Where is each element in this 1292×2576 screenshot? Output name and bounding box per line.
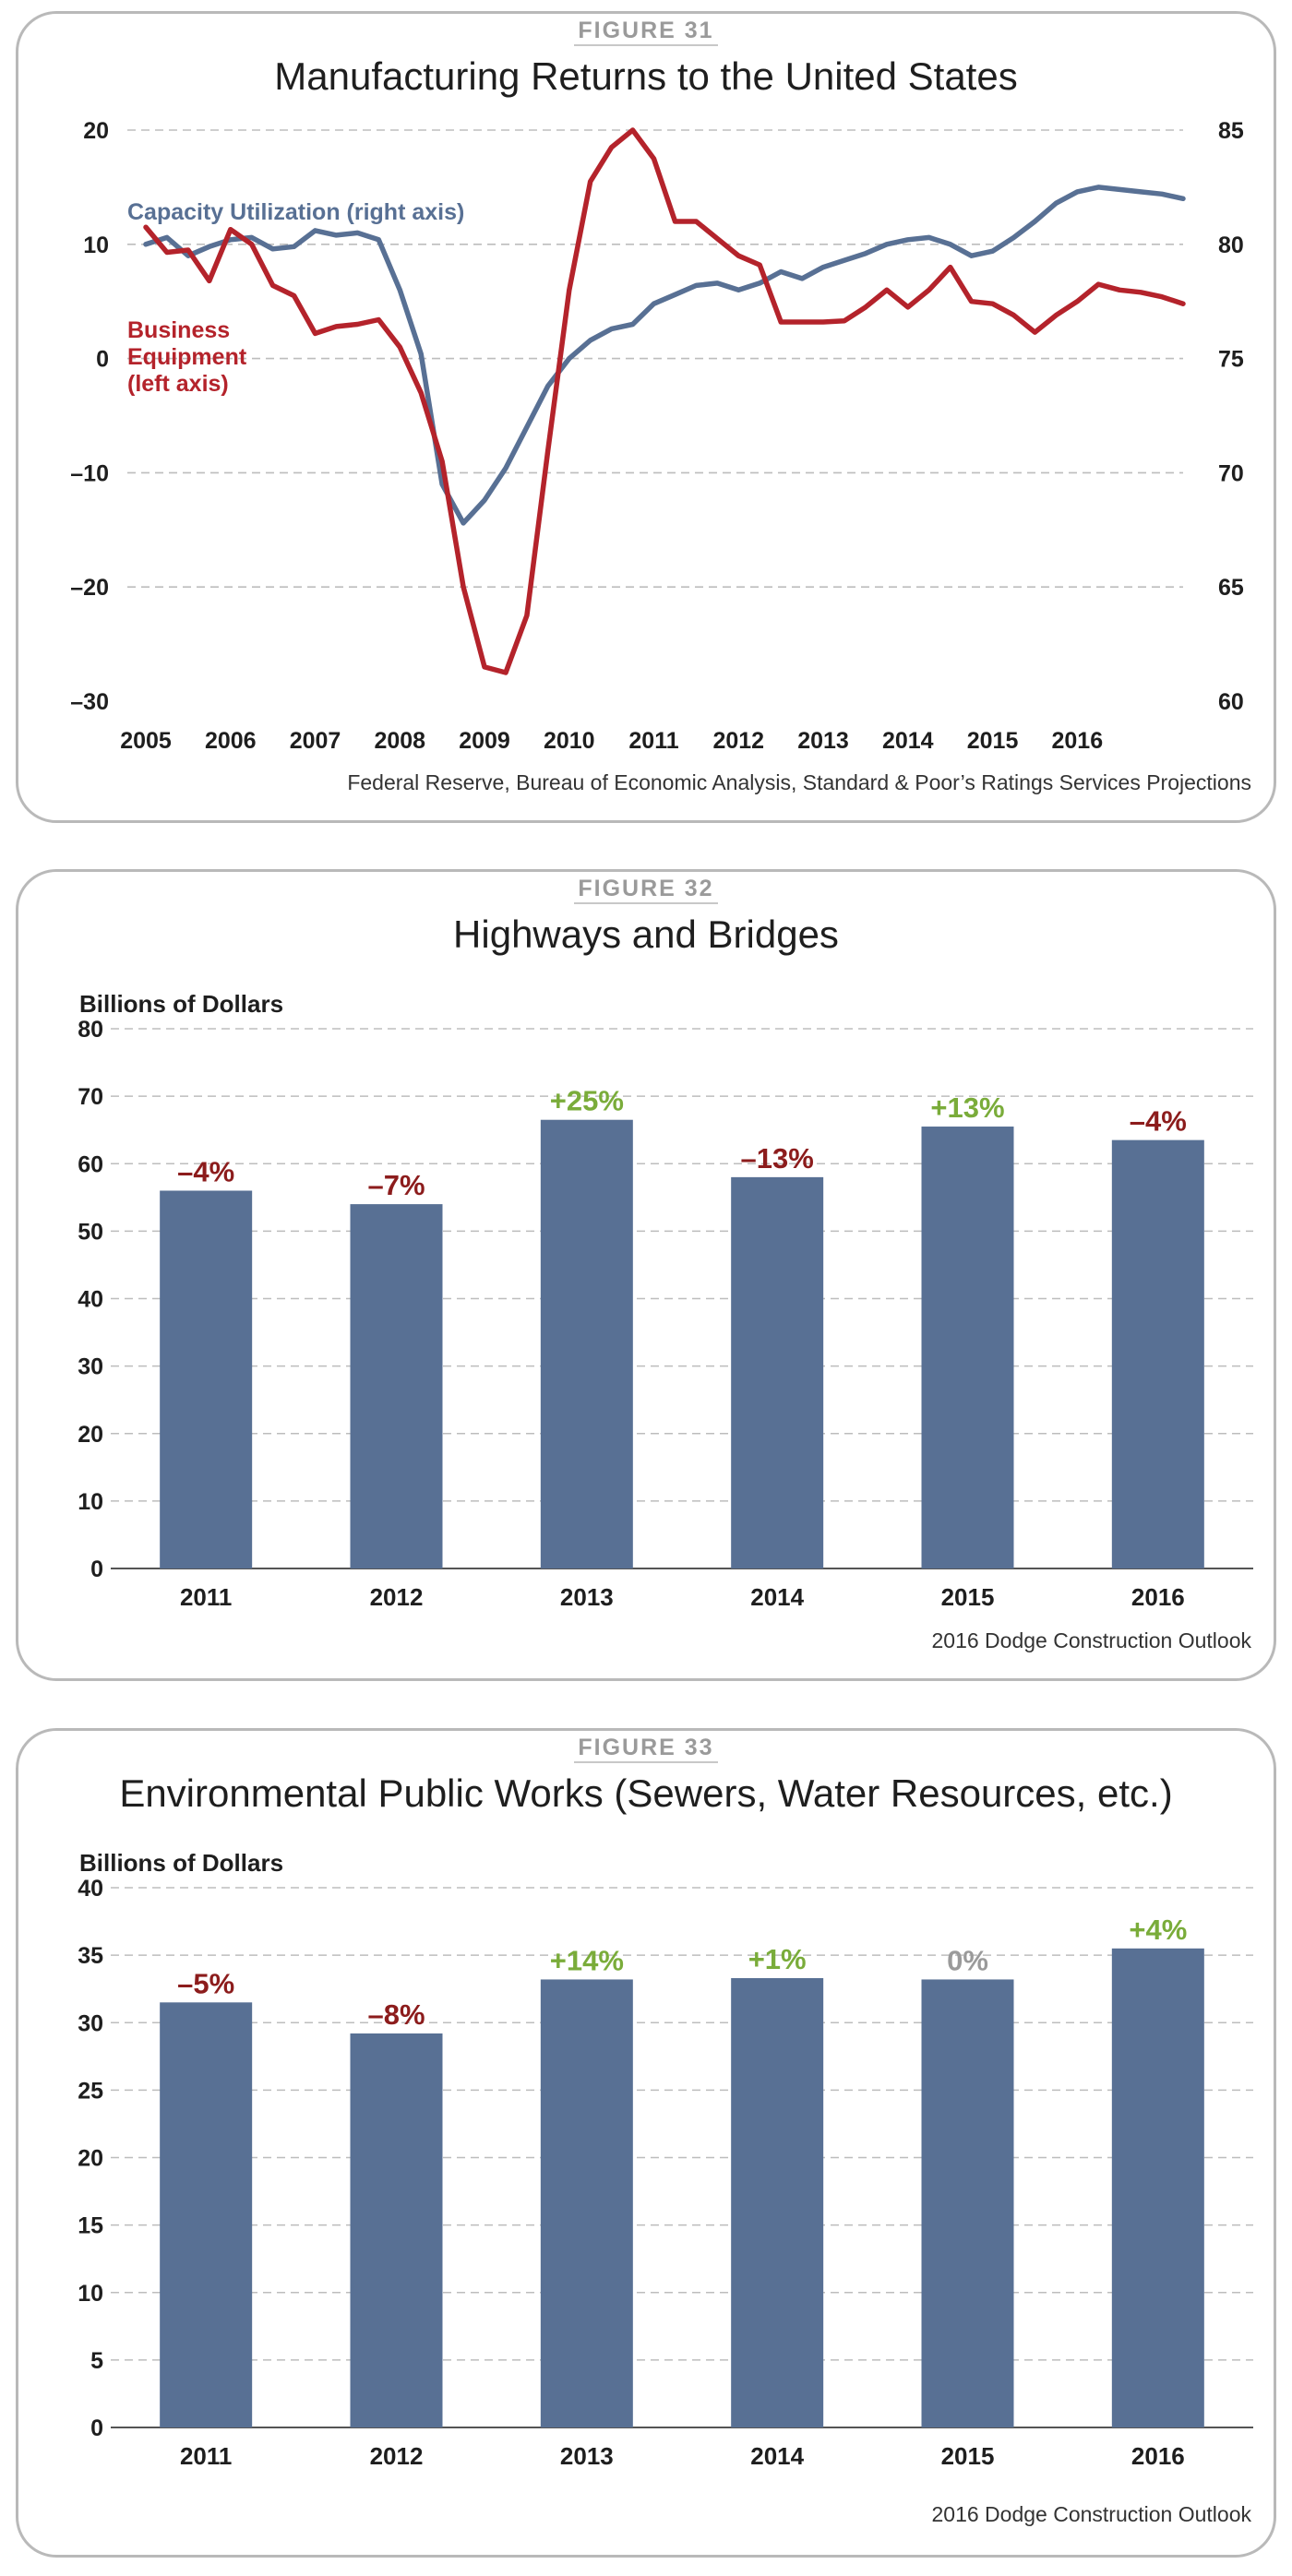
capacity-utilization-line xyxy=(143,185,1186,526)
y-tick: 30 xyxy=(78,1354,103,1380)
y-tick: 5 xyxy=(90,2348,103,2374)
figure-33-label: FIGURE 33 xyxy=(18,1735,1274,1763)
figure-32-title: Highways and Bridges xyxy=(453,912,839,956)
x-tick: 2015 xyxy=(941,1583,995,1611)
x-tick: 2016 xyxy=(1131,2442,1185,2470)
x-tick: 2012 xyxy=(370,1583,424,1611)
y-axis-label: Billions of Dollars xyxy=(79,990,283,1018)
y-tick: 10 xyxy=(78,1489,103,1515)
data-label: –4% xyxy=(1130,1105,1187,1138)
y-tick-left: 20 xyxy=(83,118,109,144)
data-label: –7% xyxy=(367,1169,425,1201)
figure-31-label: FIGURE 31 xyxy=(18,18,1274,46)
y-tick-left: –10 xyxy=(70,460,109,486)
business-equipment-label: Business Equipment (left axis) xyxy=(127,317,247,397)
y-tick: 0 xyxy=(90,1556,103,1582)
y-tick: 0 xyxy=(90,2415,103,2441)
y-tick-right: 85 xyxy=(1218,118,1244,144)
x-tick: 2014 xyxy=(750,2442,804,2470)
figure-31-source: Federal Reserve, Bureau of Economic Anal… xyxy=(347,770,1251,794)
x-tick: 2014 xyxy=(882,728,934,754)
y-tick: 40 xyxy=(78,1876,103,1902)
x-tick: 2015 xyxy=(967,728,1019,754)
x-tick: 2013 xyxy=(560,1583,614,1611)
bar xyxy=(540,1979,633,2427)
bar xyxy=(1111,1948,1204,2427)
x-tick: 2013 xyxy=(560,2442,614,2470)
y-axis-label: Billions of Dollars xyxy=(79,1849,283,1877)
y-tick-right: 70 xyxy=(1218,460,1244,486)
y-tick: 40 xyxy=(78,1287,103,1313)
x-tick: 2016 xyxy=(1051,728,1103,754)
x-tick: 2009 xyxy=(459,728,510,754)
y-tick: 60 xyxy=(78,1151,103,1177)
bar xyxy=(160,2002,253,2427)
figure-33-title: Environmental Public Works (Sewers, Wate… xyxy=(119,1771,1173,1815)
data-label: –4% xyxy=(177,1156,234,1188)
figure-31-title: Manufacturing Returns to the United Stat… xyxy=(274,54,1018,98)
x-tick: 2007 xyxy=(290,728,341,754)
bar xyxy=(350,2033,443,2427)
x-tick: 2012 xyxy=(370,2442,424,2470)
business-equipment-line xyxy=(143,127,1186,675)
y-tick: 35 xyxy=(78,1943,103,1969)
x-tick: 2010 xyxy=(544,728,595,754)
data-label: –8% xyxy=(367,1998,425,2031)
y-tick-right: 65 xyxy=(1218,575,1244,601)
data-label: +14% xyxy=(550,1944,624,1976)
y-tick: 10 xyxy=(78,2281,103,2307)
x-tick: 2012 xyxy=(712,728,764,754)
y-tick: 80 xyxy=(78,1017,103,1043)
y-tick-right: 60 xyxy=(1218,689,1244,715)
y-tick: 15 xyxy=(78,2213,103,2239)
bar xyxy=(921,1979,1014,2427)
figure-32-source: 2016 Dodge Construction Outlook xyxy=(931,1628,1252,1652)
x-tick: 2016 xyxy=(1131,1583,1185,1611)
y-tick: 50 xyxy=(78,1219,103,1245)
y-tick-left: 0 xyxy=(96,347,109,373)
bar xyxy=(160,1190,253,1568)
bar xyxy=(921,1127,1014,1568)
y-tick-left: –30 xyxy=(70,689,109,715)
bar xyxy=(1111,1139,1204,1568)
x-tick: 2011 xyxy=(180,2442,232,2470)
bar xyxy=(540,1119,633,1568)
figure-33-source: 2016 Dodge Construction Outlook xyxy=(931,2502,1252,2526)
x-tick: 2014 xyxy=(750,1583,804,1611)
x-tick: 2006 xyxy=(205,728,257,754)
figure-33-panel: FIGURE 33 Environmental Public Works (Se… xyxy=(16,1728,1276,2558)
x-tick: 2013 xyxy=(797,728,849,754)
x-tick: 2011 xyxy=(628,728,678,754)
data-label: +13% xyxy=(930,1091,1004,1124)
capacity-utilization-label: Capacity Utilization (right axis) xyxy=(127,199,464,225)
data-label: –5% xyxy=(177,1967,234,1999)
figure-32-label: FIGURE 32 xyxy=(18,876,1274,904)
y-tick-left: 10 xyxy=(83,233,109,258)
figure-33-bar-chart: Billions of Dollars 0 5 10 15 20 25 30 35 40 –5% 20… xyxy=(78,1849,1253,2470)
y-tick: 30 xyxy=(78,2010,103,2036)
figure-32-panel: FIGURE 32 Highways and Bridges Billions … xyxy=(16,869,1276,1681)
x-tick: 2015 xyxy=(941,2442,995,2470)
data-label: +4% xyxy=(1129,1914,1187,1946)
data-label: +25% xyxy=(550,1085,624,1117)
x-tick: 2008 xyxy=(374,728,425,754)
y-tick-right: 80 xyxy=(1218,233,1244,258)
figure-32-bar-chart: Billions of Dollars 0 10 20 30 40 50 60 70 80 –4% 2… xyxy=(78,990,1253,1611)
bar xyxy=(731,1176,824,1568)
y-tick-left: –20 xyxy=(70,575,109,601)
y-tick: 20 xyxy=(78,1422,103,1448)
data-label: –13% xyxy=(741,1142,814,1175)
x-tick: 2011 xyxy=(180,1583,232,1611)
x-tick: 2005 xyxy=(120,728,172,754)
data-label: +1% xyxy=(748,1943,807,1975)
y-tick: 70 xyxy=(78,1084,103,1110)
bar xyxy=(350,1204,443,1568)
bar xyxy=(731,1977,824,2427)
y-tick: 20 xyxy=(78,2146,103,2172)
y-tick-right: 75 xyxy=(1218,347,1244,373)
figure-31-panel: FIGURE 31 Manufacturing Returns to the U… xyxy=(16,11,1276,823)
data-label: 0% xyxy=(947,1944,988,1976)
y-tick: 25 xyxy=(78,2078,103,2104)
